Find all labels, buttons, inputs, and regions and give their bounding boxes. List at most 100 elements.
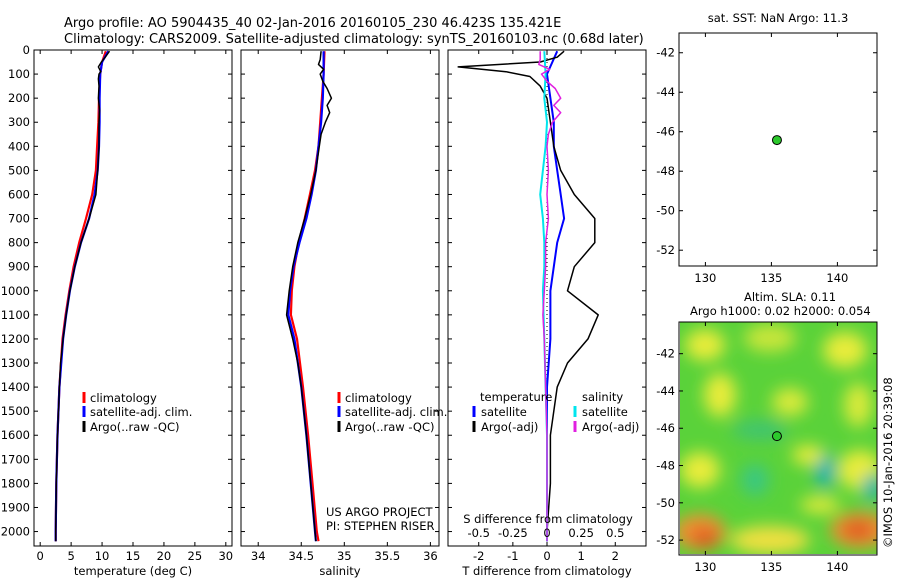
legend-s-argo: Argo(-adj) (582, 420, 639, 434)
lon-tick-label: 140 (826, 560, 848, 574)
lon-tick-label: 135 (760, 271, 782, 285)
legend-t-argo: Argo(-adj) (481, 420, 538, 434)
x-tick-label: 1 (577, 549, 584, 563)
depth-tick-label: 200 (8, 91, 30, 105)
depth-axis: 0 100 200 300 400 500 600 700 800 900 1000 1100 1200… (1, 43, 646, 539)
float-position-marker (771, 135, 782, 146)
x-tick-label: 25 (188, 549, 203, 563)
sla-title-line-1: Altim. SLA: 0.11 (744, 290, 836, 304)
depth-tick-label: 400 (8, 139, 30, 153)
depth-tick-label: 1100 (1, 308, 30, 322)
x-tick-label: 0 (37, 549, 44, 563)
difference-legend: temperature salinity satellite Argo(-adj… (472, 390, 639, 434)
legend-argo: Argo(..raw -QC) (90, 420, 180, 434)
depth-tick-label: 1300 (1, 356, 30, 370)
temperature-xlabel: temperature (deg C) (74, 564, 192, 578)
depth-tick-label: 800 (8, 236, 30, 250)
lat-tick-label: -44 (656, 384, 675, 398)
temperature-line-satelliteadj (54, 50, 110, 542)
watermark: ©IMOS 10-Jan-2016 20:39:08 (881, 377, 895, 548)
difference-series (457, 50, 599, 546)
sst-map-axes: 130 135 140 -42 -44 -46 -48 -50 -52 (656, 33, 877, 285)
legend-t-satellite: satellite (481, 405, 527, 419)
depth-tick-label: 700 (8, 212, 30, 226)
salinity-legend: climatology satellite-adj. clim. Argo(..… (337, 391, 447, 434)
lat-tick-label: -48 (656, 459, 675, 473)
salinity-line-argoraw (285, 51, 333, 542)
x-tick-label: 20 (157, 549, 172, 563)
x-tick-label: 30 (218, 549, 233, 563)
difference-xticks: -2 -1 0 1 2 -0.5 -0.25 0 0.25 0.5 (467, 50, 624, 563)
x-tick-label: 10 (95, 549, 110, 563)
diff-line-temperature-satellite (546, 50, 566, 542)
float-position-marker (771, 431, 782, 442)
x-tick-label: 5 (67, 549, 74, 563)
lat-tick-label: -52 (656, 533, 675, 547)
x-tick-label: -1 (507, 549, 518, 563)
s-diff-tick-label: 0.25 (568, 526, 594, 540)
pi-annotation: PI: STEPHEN RISER (326, 519, 435, 533)
lon-tick-label: 140 (826, 271, 848, 285)
difference-top-xlabel: S difference from climatology (463, 512, 633, 526)
lat-tick-label: -50 (656, 496, 675, 510)
depth-tick-label: 600 (8, 187, 30, 201)
s-diff-tick-label: 0 (543, 526, 550, 540)
depth-tick-label: 2000 (1, 525, 30, 539)
temperature-panel (33, 49, 233, 547)
project-annotation: US ARGO PROJECT (326, 505, 434, 519)
lat-tick-label: -48 (656, 164, 675, 178)
legend-argo: Argo(..raw -QC) (345, 420, 435, 434)
depth-tick-label: 100 (8, 67, 30, 81)
lat-tick-label: -46 (656, 421, 675, 435)
lon-tick-label: 130 (694, 271, 716, 285)
depth-tick-label: 1700 (1, 452, 30, 466)
x-tick-label: -2 (473, 549, 484, 563)
sla-title-line-2: Argo h1000: 0.02 h2000: 0.054 (690, 304, 871, 318)
legend-header-temperature: temperature (480, 390, 552, 404)
depth-tick-label: 1000 (1, 284, 30, 298)
salinity-line-satelliteadj (287, 51, 325, 542)
salinity-xlabel: salinity (319, 564, 360, 578)
lat-tick-label: -46 (656, 125, 675, 139)
x-tick-label: 34 (251, 549, 266, 563)
temperature-xticks: 0 5 10 15 20 25 30 (37, 50, 233, 563)
salinity-panel (240, 49, 440, 547)
depth-tick-label: 300 (8, 115, 30, 129)
lat-tick-label: -42 (656, 46, 675, 60)
sst-title: sat. SST: NaN Argo: 11.3 (708, 11, 849, 25)
title-line-1: Argo profile: AO 5904435_40 02-Jan-2016 … (64, 16, 561, 31)
depth-tick-label: 1500 (1, 404, 30, 418)
depth-tick-label: 1900 (1, 500, 30, 514)
legend-climatology: climatology (90, 391, 157, 405)
lat-tick-label: -42 (656, 347, 675, 361)
legend-header-salinity: salinity (582, 390, 623, 404)
depth-tick-label: 900 (8, 260, 30, 274)
diff-line-temperature-argo-adj- (457, 50, 599, 542)
salinity-line-climatology (289, 51, 326, 542)
sla-map-axes: 130 135 140 -42 -44 -46 -48 -50 -52 (656, 322, 877, 574)
temperature-series (54, 50, 111, 542)
lat-tick-label: -52 (656, 243, 675, 257)
depth-tick-label: 1600 (1, 428, 30, 442)
x-tick-label: 0 (543, 549, 550, 563)
depth-tick-label: 500 (8, 163, 30, 177)
sst-map-panel (678, 32, 878, 267)
sla-heatmap (680, 322, 877, 554)
legend-climatology: climatology (345, 391, 412, 405)
legend-s-satellite: satellite (582, 405, 628, 419)
depth-tick-label: 0 (23, 43, 30, 57)
s-diff-tick-label: 0.5 (606, 526, 624, 540)
lon-tick-label: 135 (760, 560, 782, 574)
x-tick-label: 35.5 (375, 549, 401, 563)
lat-tick-label: -44 (656, 85, 675, 99)
x-tick-label: 15 (126, 549, 141, 563)
temperature-line-argoraw (54, 50, 111, 542)
lon-tick-label: 130 (694, 560, 716, 574)
depth-tick-label: 1200 (1, 332, 30, 346)
depth-tick-label: 1400 (1, 380, 30, 394)
legend-satellite: satellite-adj. clim. (345, 405, 447, 419)
title-line-2: Climatology: CARS2009. Satellite-adjuste… (64, 32, 644, 47)
s-diff-tick-label: -0.25 (498, 526, 528, 540)
depth-tick-label: 1800 (1, 476, 30, 490)
